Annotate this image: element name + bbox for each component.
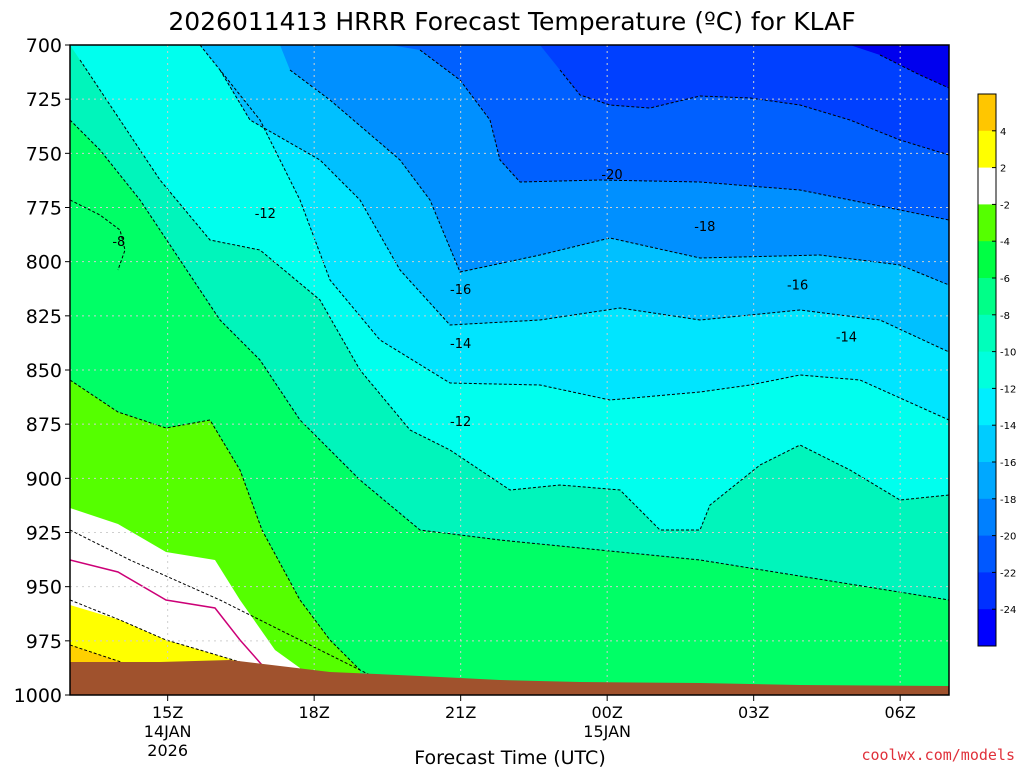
colorbar-segment <box>978 388 996 426</box>
y-tick-label: 800 <box>26 252 62 274</box>
colorbar-label: -4 <box>1000 237 1010 248</box>
colorbar-frame <box>977 93 997 647</box>
y-tick-label: 775 <box>26 198 62 220</box>
band-blue-4 <box>540 45 949 155</box>
colorbar-segment <box>978 241 996 279</box>
x-tick-date: 14JAN <box>144 722 192 741</box>
y-tick-label: 825 <box>26 306 62 328</box>
y-tick-label: 975 <box>26 631 62 653</box>
x-tick-label: 03Z <box>738 703 769 722</box>
y-tick-label: 925 <box>26 523 62 545</box>
colorbar-label: -24 <box>1000 605 1016 616</box>
colorbar-segment <box>978 425 996 463</box>
x-tick-label: 00Z <box>592 703 623 722</box>
colorbar-label: -18 <box>1000 495 1016 506</box>
band-deep-blue <box>850 45 949 88</box>
colorbar-segment <box>978 535 996 573</box>
contour-label: -8 <box>112 235 125 250</box>
y-tick-label: 725 <box>26 89 62 111</box>
colorbar-segment <box>978 572 996 610</box>
y-tick-label: 900 <box>26 468 62 490</box>
colorbar-label: -22 <box>1000 568 1016 579</box>
x-tick-year: 2026 <box>147 741 188 760</box>
colorbar-label: 2 <box>1000 164 1006 175</box>
colorbar-segment <box>978 351 996 389</box>
contour-label: -18 <box>694 220 715 235</box>
contour-labels: -8 -12 -16 -14 -12 -20 -18 -16 -14 <box>112 168 857 430</box>
colorbar-label: -2 <box>1000 200 1010 211</box>
plot-area <box>70 45 949 695</box>
x-axis-label: Forecast Time (UTC) <box>414 747 605 768</box>
chart-title: 2026011413 HRRR Forecast Temperature (ºC… <box>168 7 855 36</box>
contour-lines <box>70 45 949 681</box>
colorbar-segment <box>978 498 996 537</box>
x-tick-label: 06Z <box>885 703 916 722</box>
contour-label: -14 <box>450 337 471 352</box>
colorbar-label: -20 <box>1000 532 1016 543</box>
colorbar-segment <box>978 462 996 500</box>
y-tick-label: 950 <box>26 577 62 599</box>
colorbar-segment <box>978 609 996 647</box>
x-tick-label: 18Z <box>299 703 330 722</box>
contour-label: -16 <box>450 283 471 298</box>
colorbar-segment <box>978 130 996 169</box>
colorbar-segment <box>978 314 996 353</box>
contour-label: -16 <box>787 279 808 294</box>
y-tick-label: 750 <box>26 143 62 165</box>
contour-label: -12 <box>450 415 471 430</box>
y-tick-label: 700 <box>26 35 62 57</box>
colorbar: 4 2 -2 -4 -6 -8 -10 -12 -14 -16 -18 -20 -22 -24 <box>977 93 1016 647</box>
colorbar-label: -16 <box>1000 458 1016 469</box>
y-tick-label: 875 <box>26 414 62 436</box>
grid-lines <box>70 45 949 695</box>
freezing-line <box>70 559 263 666</box>
colorbar-label: 4 <box>1000 127 1006 138</box>
terrain <box>70 660 949 695</box>
colorbar-segment <box>978 278 996 316</box>
y-tick-label: 1000 <box>14 685 62 707</box>
colorbar-segment <box>978 204 996 242</box>
colorbar-label: -14 <box>1000 421 1016 432</box>
colorbar-label: -6 <box>1000 274 1010 285</box>
x-tick-label: 21Z <box>445 703 476 722</box>
y-tick-label: 850 <box>26 360 62 382</box>
colorbar-label: -10 <box>1000 348 1016 359</box>
contour-label: -20 <box>601 168 622 183</box>
colorbar-label: -12 <box>1000 384 1016 395</box>
x-tick-label: 15Z <box>152 703 183 722</box>
x-tick-date: 15JAN <box>583 722 631 741</box>
colorbar-label: -8 <box>1000 311 1010 322</box>
credit-text: coolwx.com/models <box>861 746 1015 764</box>
colorbar-segment <box>978 94 996 132</box>
colorbar-segment <box>978 167 996 205</box>
contour-label: -14 <box>836 331 857 346</box>
contour-label: -12 <box>255 207 276 222</box>
y-axis: 700 725 750 775 800 825 850 875 900 925 950 975 1000 <box>14 35 70 707</box>
